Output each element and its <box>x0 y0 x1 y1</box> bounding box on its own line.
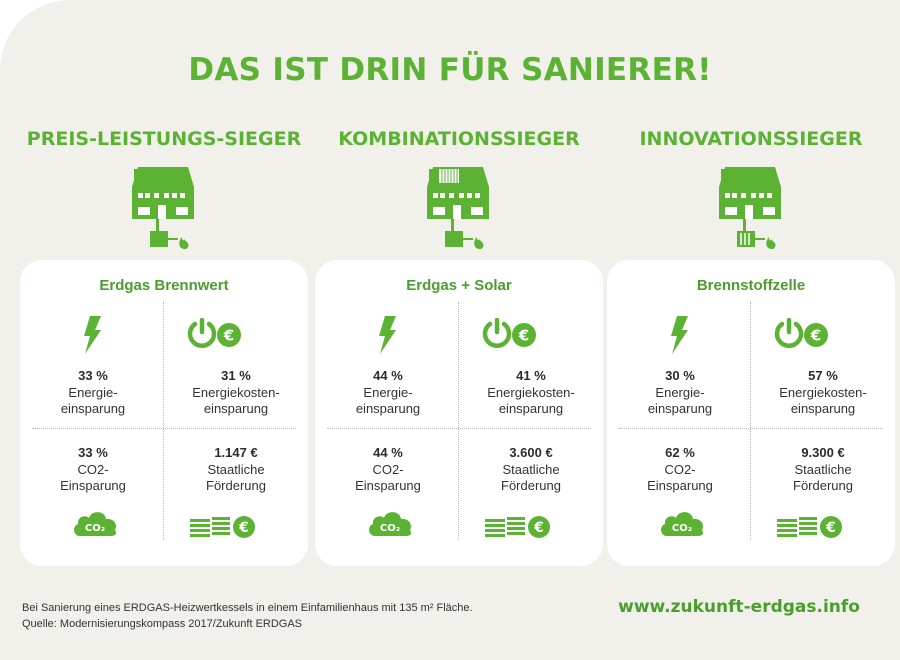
metric-value: 9.300 € <box>801 445 845 460</box>
footnote-line: Bei Sanierung eines ERDGAS-Heizwertkesse… <box>22 602 473 614</box>
divider-vertical <box>458 302 459 540</box>
column-price-performance: PREIS-LEISTUNGS-SIEGER Erdgas Brennwert <box>20 0 308 660</box>
svg-text:CO₂: CO₂ <box>380 523 400 534</box>
house-fuel-cell-icon <box>719 167 781 249</box>
metric-label: CO2- Einsparung <box>60 462 126 493</box>
divider-vertical <box>750 302 751 540</box>
metric-label: Staatliche Förderung <box>501 462 561 493</box>
co2-cloud-icon: CO₂ <box>661 512 704 536</box>
svg-text:€: € <box>533 520 544 536</box>
money-stack-euro-icon: € <box>777 516 842 538</box>
metric-label: Energiekosten- einsparung <box>192 385 280 416</box>
metric-label: CO2- Einsparung <box>647 462 713 493</box>
svg-text:€: € <box>238 520 249 536</box>
metric-label: Staatliche Förderung <box>206 462 266 493</box>
divider-horizontal <box>619 428 883 429</box>
metric-value: 3.600 € <box>509 445 553 460</box>
metric-value: 1.147 € <box>214 445 258 460</box>
metric-value: 33 % <box>78 368 108 383</box>
money-stack-euro-icon: € <box>190 516 255 538</box>
metric-value: 44 % <box>373 368 403 383</box>
system-name: Brennstoffzelle <box>696 277 806 294</box>
divider-horizontal <box>32 428 296 429</box>
svg-text:€: € <box>223 327 234 345</box>
lightning-icon <box>379 316 396 354</box>
column-heading: PREIS-LEISTUNGS-SIEGER <box>26 128 302 150</box>
metric-value: 62 % <box>665 445 695 460</box>
result-card: Erdgas + Solar 44 % Energie- einsparung … <box>315 260 603 566</box>
metric-label: Energiekosten- einsparung <box>779 385 867 416</box>
column-heading: INNOVATIONSSIEGER <box>639 128 863 150</box>
metric-label: Energie- einsparung <box>60 385 126 416</box>
metric-value: 41 % <box>516 368 546 383</box>
metric-label: Staatliche Förderung <box>793 462 853 493</box>
column-combination: KOMBINATIONSSIEGER Erdg <box>315 0 603 660</box>
power-euro-icon: € <box>482 318 536 348</box>
svg-text:CO₂: CO₂ <box>672 523 692 534</box>
metric-value: 33 % <box>78 445 108 460</box>
result-card: Brennstoffzelle 30 % Energie- einsparung… <box>607 260 895 566</box>
money-stack-euro-icon: € <box>485 516 550 538</box>
lightning-icon <box>84 316 101 354</box>
divider-horizontal <box>327 428 591 429</box>
svg-text:€: € <box>518 327 529 345</box>
system-name: Erdgas Brennwert <box>99 277 229 294</box>
metric-value: 31 % <box>221 368 251 383</box>
source-line: Quelle: Modernisierungskompass 2017/Zuku… <box>22 618 303 630</box>
system-name: Erdgas + Solar <box>406 277 512 294</box>
footnote: Bei Sanierung eines ERDGAS-Heizwertkesse… <box>22 600 473 632</box>
lightning-icon <box>671 316 688 354</box>
page-title: DAS IST DRIN FÜR SANIERER! <box>188 52 712 88</box>
power-euro-icon: € <box>774 318 828 348</box>
column-innovation: INNOVATIONSSIEGER Brennstoffzelle <box>607 0 895 660</box>
svg-text:€: € <box>810 327 821 345</box>
metric-label: Energie- einsparung <box>647 385 713 416</box>
website-link[interactable]: www.zukunft-erdgas.info <box>618 597 860 617</box>
result-card: Erdgas Brennwert 33 % Energie- einsparun… <box>20 260 308 566</box>
co2-cloud-icon: CO₂ <box>74 512 117 536</box>
svg-text:€: € <box>825 520 836 536</box>
metric-value: 57 % <box>808 368 838 383</box>
svg-text:CO₂: CO₂ <box>85 523 105 534</box>
metric-value: 30 % <box>665 368 695 383</box>
metric-value: 44 % <box>373 445 403 460</box>
house-gas-boiler-icon <box>132 167 194 249</box>
divider-vertical <box>163 302 164 540</box>
metric-label: Energie- einsparung <box>355 385 421 416</box>
column-heading: KOMBINATIONSSIEGER <box>338 128 580 150</box>
power-euro-icon: € <box>187 318 241 348</box>
metric-label: CO2- Einsparung <box>355 462 421 493</box>
co2-cloud-icon: CO₂ <box>369 512 412 536</box>
metric-label: Energiekosten- einsparung <box>487 385 575 416</box>
house-solar-icon <box>427 167 489 249</box>
